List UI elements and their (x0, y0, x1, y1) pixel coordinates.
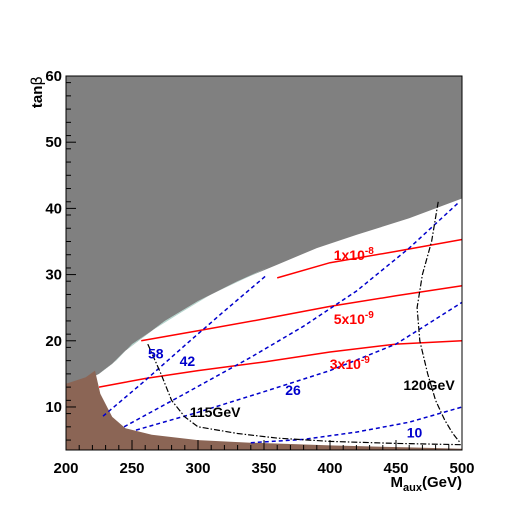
x-tick-label: 300 (185, 460, 210, 477)
contour-label: 42 (180, 353, 196, 369)
region-brown (66, 370, 462, 450)
x-axis-unit: (GeV) (422, 474, 462, 491)
contour-blue-6 (250, 406, 463, 444)
contour-black-8 (416, 201, 462, 444)
x-tick-label: 350 (251, 460, 276, 477)
contour-red-0 (276, 238, 463, 279)
contour-label: 3x10-9 (330, 355, 370, 372)
y-tick-label: 20 (45, 333, 62, 350)
axis-ticks: 200 250 300 350 400 450 500 10 20 30 40 50 60 (45, 68, 474, 477)
y-tick-label: 10 (45, 399, 62, 416)
x-tick-label: 250 (119, 460, 144, 477)
x-axis-label: M (391, 474, 404, 491)
contour-red-1 (141, 285, 463, 342)
contour-label: 58 (148, 346, 164, 362)
y-tick-label: 50 (45, 134, 62, 151)
y-axis-label: tan (29, 86, 46, 109)
contour-label: 120GeV (403, 377, 455, 393)
contour-labels: 1x10-8 5x10-9 3x10-9 58 42 26 10 115GeV 120GeV (148, 246, 455, 440)
contour-blue-5 (135, 301, 463, 431)
contour-blue-4 (123, 201, 460, 428)
y-tick-label: 30 (45, 267, 62, 284)
x-axis-title: Maux(GeV) (391, 474, 462, 494)
contour-label: 1x10-8 (334, 246, 374, 263)
contour-label: 5x10-9 (334, 310, 374, 327)
contour-label: 26 (285, 382, 301, 398)
contour-blue-3 (102, 274, 268, 417)
contour-black-7 (147, 343, 463, 446)
y-tick-label: 40 (45, 200, 62, 217)
x-tick-label: 200 (53, 460, 78, 477)
x-tick-label: 500 (449, 460, 474, 477)
y-tick-label: 60 (45, 68, 62, 85)
x-tick-label: 400 (317, 460, 342, 477)
y-axis-symbol: β (28, 76, 46, 86)
region-gray (66, 76, 462, 388)
x-axis-subscript: aux (403, 482, 423, 494)
contour-label: 10 (407, 424, 423, 440)
y-axis-title: tanβ (28, 76, 46, 108)
x-tick-label: 450 (383, 460, 408, 477)
excluded-regions (66, 76, 462, 450)
contour-label: 115GeV (190, 404, 241, 420)
contour-lines (98, 201, 463, 446)
